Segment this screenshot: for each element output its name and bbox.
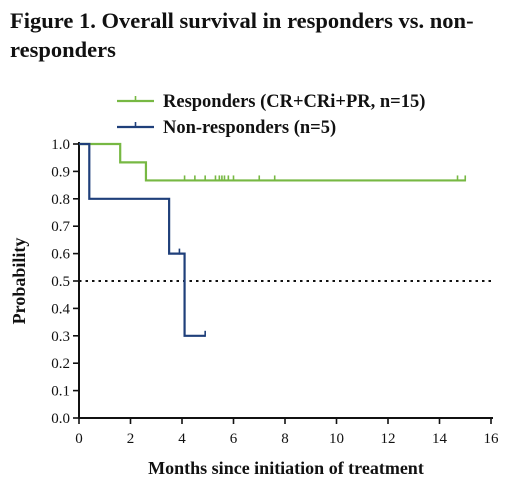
x-axis-title: Months since initiation of treatment: [148, 458, 424, 478]
y-tick-label: 0.8: [51, 192, 70, 208]
y-tick-label: 1.0: [51, 137, 70, 153]
x-tick-label: 10: [329, 431, 344, 447]
x-tick-label: 6: [230, 431, 238, 447]
y-tick-label: 0.7: [51, 219, 70, 235]
y-tick-label: 0.1: [51, 384, 70, 400]
y-axis-title: Probability: [9, 238, 29, 325]
x-tick-label: 4: [178, 431, 186, 447]
y-tick-label: 0.9: [51, 164, 70, 180]
legend-label-2: Non-responders (n=5): [163, 118, 336, 138]
x-tick-label: 8: [281, 431, 289, 447]
chart-title: Figure 1. Overall survival in responders…: [10, 8, 474, 62]
legend-label-1: Responders (CR+CRi+PR, n=15): [163, 92, 425, 112]
y-tick-label: 0.6: [51, 247, 70, 263]
x-tick-label: 14: [432, 431, 448, 447]
legend: Responders (CR+CRi+PR, n=15) Non-responde…: [117, 92, 425, 138]
axes: 0.0 0.1 0.2 0.3 0.4 0.5 0.6 0.7 0.8 0.9 1.0 0 2 4 6 8 10…: [9, 137, 499, 478]
y-tick-label: 0.5: [51, 274, 70, 290]
y-tick-label: 0.2: [51, 356, 70, 372]
y-tick-label: 0.4: [51, 301, 70, 317]
series-line-2: [79, 142, 206, 337]
series-line-1: [79, 142, 466, 182]
plot-area: [79, 142, 491, 337]
x-tick-label: 12: [381, 431, 396, 447]
y-tick-label: 0.0: [51, 411, 70, 427]
y-tick-label: 0.3: [51, 329, 70, 345]
x-tick-label: 16: [484, 431, 500, 447]
x-tick-label: 2: [127, 431, 135, 447]
x-tick-label: 0: [75, 431, 83, 447]
